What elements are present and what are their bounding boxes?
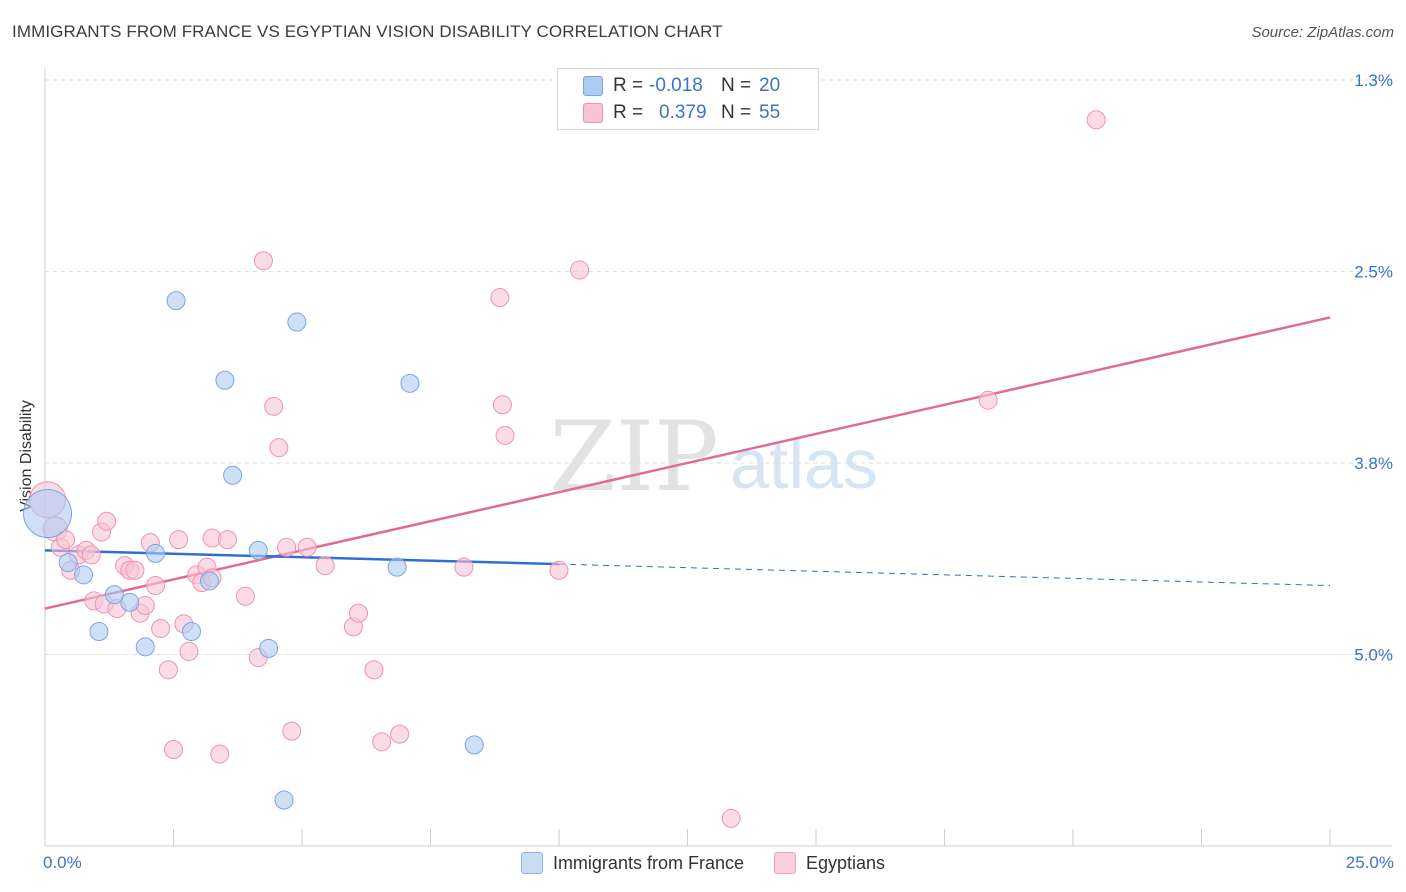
legend-row-egyptians: R = 0.379 N = 55 bbox=[583, 100, 780, 126]
y-tick-label: 5.0% bbox=[1354, 646, 1393, 665]
data-point-egyptians bbox=[1086, 110, 1106, 130]
data-point-egyptians bbox=[372, 732, 392, 752]
data-point-france bbox=[215, 370, 235, 390]
data-point-france bbox=[387, 557, 407, 577]
data-point-egyptians bbox=[164, 739, 183, 759]
data-point-france bbox=[223, 465, 243, 485]
data-point-france bbox=[166, 291, 186, 311]
data-point-egyptians bbox=[315, 556, 335, 576]
series-legend: Immigrants from France Egyptians bbox=[0, 852, 1406, 874]
axes bbox=[44, 68, 1392, 847]
legend-label-egyptians: Egyptians bbox=[805, 852, 886, 873]
data-point-egyptians bbox=[217, 530, 237, 550]
legend-swatch-egyptians bbox=[773, 852, 796, 874]
trend-line-egyptians bbox=[44, 316, 1331, 610]
data-point-egyptians bbox=[495, 425, 515, 445]
data-point-egyptians bbox=[97, 511, 117, 531]
r-value: -0.018 bbox=[649, 75, 703, 96]
data-point-france bbox=[199, 571, 219, 591]
data-point-egyptians bbox=[146, 576, 166, 596]
data-point-france bbox=[146, 543, 166, 563]
trend-lines bbox=[44, 316, 1331, 610]
r-label: R = bbox=[613, 75, 644, 96]
data-points bbox=[23, 110, 1106, 828]
data-point-egyptians bbox=[549, 560, 569, 580]
data-point-egyptians bbox=[349, 603, 369, 623]
data-point-egyptians bbox=[978, 390, 998, 410]
x-max-label: 25.0% bbox=[1345, 853, 1394, 872]
data-point-france bbox=[58, 553, 78, 573]
data-point-egyptians bbox=[297, 537, 317, 557]
data-point-france bbox=[248, 540, 268, 560]
data-point-egyptians bbox=[490, 288, 510, 308]
watermark-atlas: atlas bbox=[730, 425, 878, 503]
data-point-egyptians bbox=[282, 721, 302, 741]
data-point-egyptians bbox=[253, 251, 273, 271]
n-label: N = bbox=[721, 102, 752, 123]
legend-label-france: Immigrants from France bbox=[552, 852, 744, 873]
data-point-france bbox=[74, 565, 94, 585]
r-label: R = bbox=[613, 102, 644, 123]
data-point-france bbox=[23, 489, 73, 539]
data-point-egyptians bbox=[169, 530, 189, 550]
data-point-egyptians bbox=[81, 545, 101, 565]
watermark-zip: ZIP bbox=[549, 401, 718, 513]
data-point-egyptians bbox=[151, 618, 171, 638]
data-point-egyptians bbox=[135, 595, 155, 615]
legend-swatch-france bbox=[520, 852, 543, 874]
data-point-france bbox=[464, 735, 484, 755]
legend-item-france[interactable]: Immigrants from France bbox=[520, 852, 744, 874]
data-point-france bbox=[104, 585, 124, 605]
correlation-legend: R = -0.018 N = 20 R = 0.379 N = 55 bbox=[557, 68, 819, 130]
data-point-france bbox=[287, 312, 307, 332]
data-point-egyptians bbox=[269, 438, 289, 458]
legend-swatch-egyptians bbox=[583, 103, 603, 123]
data-point-egyptians bbox=[277, 537, 297, 557]
y-tick-label: 3.8% bbox=[1354, 454, 1393, 473]
data-point-egyptians bbox=[56, 530, 76, 550]
source-label: Source: ZipAtlas.com bbox=[1251, 24, 1394, 41]
data-point-egyptians bbox=[125, 560, 145, 580]
n-value: 20 bbox=[759, 75, 781, 96]
data-point-france bbox=[274, 790, 294, 810]
legend-row-france: R = -0.018 N = 20 bbox=[583, 73, 780, 99]
n-value: 55 bbox=[759, 102, 781, 123]
y-tick-label: 2.5% bbox=[1354, 263, 1393, 282]
data-point-egyptians bbox=[570, 260, 590, 280]
data-point-egyptians bbox=[492, 395, 512, 415]
y-tick-labels: 5.0% 3.8% 2.5% 1.3% bbox=[1354, 71, 1393, 665]
data-point-egyptians bbox=[264, 396, 284, 416]
y-tick-label: 1.3% bbox=[1354, 71, 1393, 90]
data-point-france bbox=[400, 373, 420, 393]
watermark: ZIP atlas bbox=[549, 401, 878, 513]
legend-item-egyptians[interactable]: Egyptians bbox=[773, 852, 886, 874]
n-label: N = bbox=[721, 75, 752, 96]
trend-line-france bbox=[44, 549, 560, 566]
data-point-egyptians bbox=[158, 660, 178, 680]
data-point-egyptians bbox=[454, 557, 474, 577]
data-point-egyptians bbox=[390, 724, 410, 744]
data-point-france bbox=[135, 637, 155, 657]
x-min-label: 0.0% bbox=[43, 853, 82, 872]
data-point-egyptians bbox=[364, 660, 384, 680]
legend-swatch-france bbox=[583, 76, 603, 96]
data-point-egyptians bbox=[179, 641, 199, 661]
data-point-france bbox=[181, 622, 201, 642]
data-point-france bbox=[89, 622, 109, 642]
data-point-france bbox=[120, 592, 140, 612]
data-point-france bbox=[259, 638, 279, 658]
r-value: 0.379 bbox=[659, 102, 707, 123]
data-point-egyptians bbox=[235, 586, 255, 606]
data-point-egyptians bbox=[210, 744, 230, 764]
chart-title: IMMIGRANTS FROM FRANCE VS EGYPTIAN VISIO… bbox=[12, 22, 723, 41]
trend-line-france-extension bbox=[558, 563, 1331, 587]
data-point-egyptians bbox=[721, 808, 741, 828]
